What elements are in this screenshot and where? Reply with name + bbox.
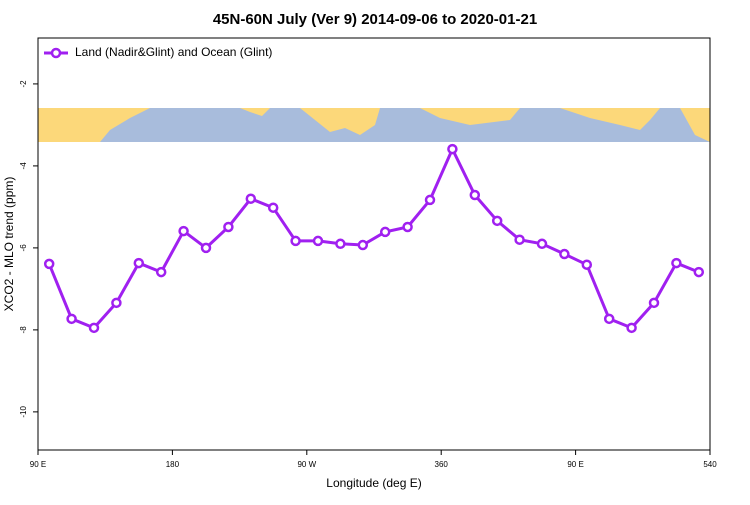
- x-axis-label: Longitude (deg E): [326, 476, 421, 490]
- point: [88, 322, 100, 334]
- point: [447, 143, 458, 155]
- point: [267, 202, 279, 213]
- point: [379, 226, 391, 238]
- point: [648, 297, 660, 309]
- y-tick-label: -10: [19, 406, 28, 418]
- point: [514, 234, 525, 245]
- point: [66, 313, 77, 325]
- point: [290, 235, 301, 247]
- point: [178, 225, 189, 237]
- point: [536, 238, 548, 250]
- y-tick-label: -6: [19, 244, 28, 252]
- x-tick-label: 180: [166, 460, 180, 469]
- point: [223, 221, 234, 233]
- point: [424, 194, 436, 206]
- legend-marker: [50, 47, 62, 59]
- point: [245, 193, 257, 204]
- point: [626, 322, 637, 334]
- point: [155, 266, 167, 278]
- x-tick-label: 90 E: [30, 460, 46, 469]
- plot-frame: [37, 37, 711, 451]
- y-tick-label: -8: [19, 326, 28, 334]
- point: [111, 297, 122, 309]
- x-tick-label: 90 E: [567, 460, 583, 469]
- point: [603, 313, 615, 325]
- point: [357, 239, 369, 251]
- x-tick-label: 90 W: [297, 460, 316, 469]
- point: [133, 257, 145, 269]
- point: [581, 259, 593, 270]
- y-tick-label: -2: [19, 80, 28, 88]
- point: [693, 266, 705, 278]
- y-tick-label: -4: [19, 162, 28, 170]
- point: [402, 221, 413, 233]
- point: [491, 215, 503, 227]
- point: [200, 242, 212, 254]
- y-axis-label: XCO2 - MLO trend (ppm): [2, 177, 16, 312]
- point: [335, 238, 346, 250]
- chart-title: 45N-60N July (Ver 9) 2014-09-06 to 2020-…: [213, 11, 537, 28]
- point: [469, 189, 481, 201]
- x-tick-label: 360: [435, 460, 449, 469]
- x-tick-label: 540: [703, 460, 717, 469]
- point: [43, 258, 55, 270]
- point: [671, 257, 682, 269]
- map-strip: [38, 108, 710, 142]
- legend-label: Land (Nadir&Glint) and Ocean (Glint): [75, 45, 272, 59]
- point: [312, 235, 324, 247]
- point: [559, 248, 570, 260]
